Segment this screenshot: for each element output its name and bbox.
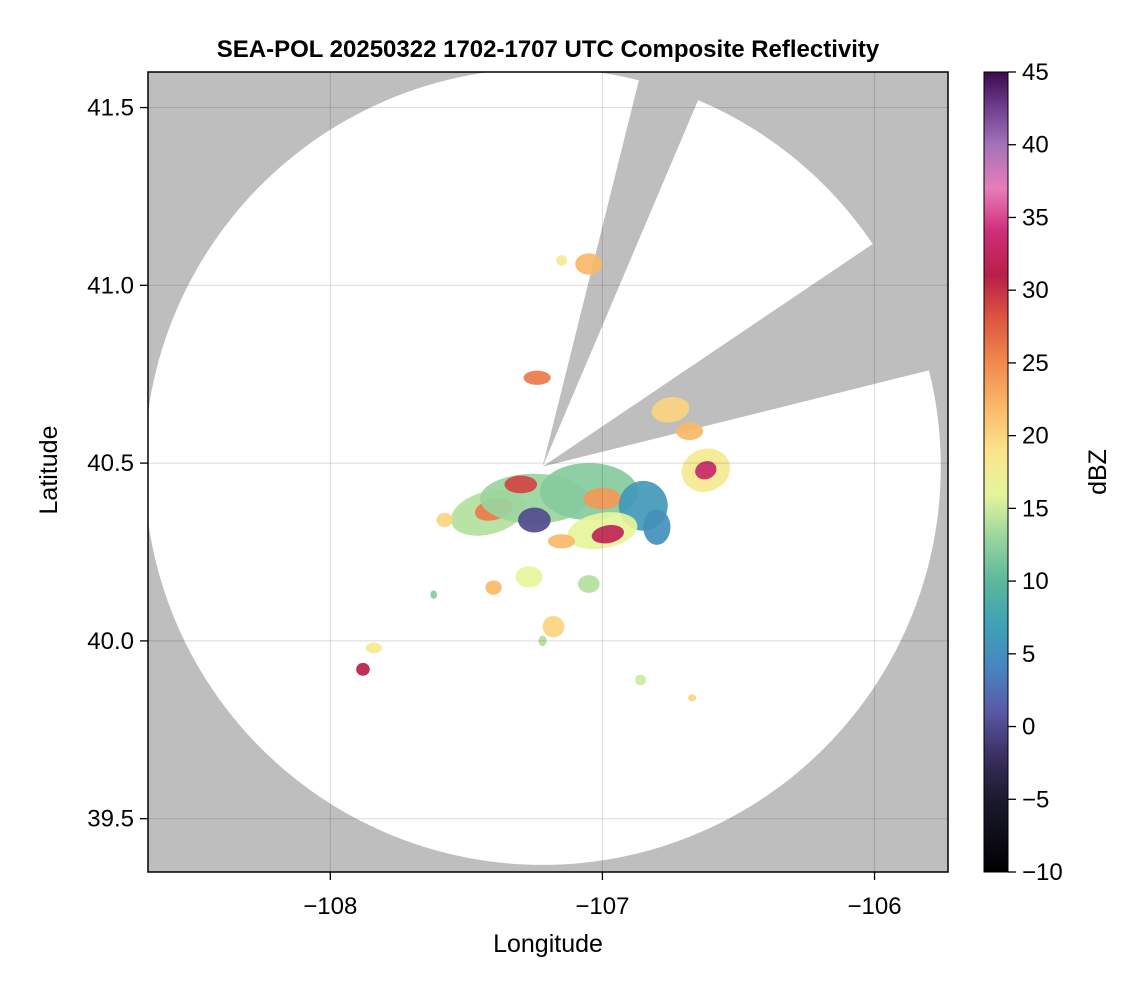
reflectivity-cell xyxy=(556,255,568,266)
reflectivity-cell xyxy=(548,534,576,549)
colorbar-tick-label: 10 xyxy=(1022,568,1049,595)
x-axis-ticks: −108 −107 −106 xyxy=(303,872,902,920)
reflectivity-cell xyxy=(436,512,453,528)
colorbar-ticks: −10 −5 0 5 10 15 20 25 30 35 40 45 xyxy=(1008,59,1063,886)
reflectivity-cell xyxy=(504,475,538,494)
reflectivity-layer xyxy=(356,253,730,702)
colorbar-tick-label: 20 xyxy=(1022,423,1049,450)
colorbar-tick-label: 25 xyxy=(1022,350,1049,377)
chart-title: SEA-POL 20250322 1702-1707 UTC Composite… xyxy=(217,36,880,63)
y-tick-label: 41.5 xyxy=(87,95,134,122)
grid-lines xyxy=(148,72,948,872)
y-tick-label: 41.0 xyxy=(87,272,134,299)
x-tick-label: −107 xyxy=(575,893,629,920)
colorbar-tick-label: −10 xyxy=(1022,859,1063,886)
reflectivity-cell xyxy=(635,674,646,686)
reflectivity-cell xyxy=(695,461,717,480)
reflectivity-cell xyxy=(583,488,622,510)
reflectivity-cell xyxy=(356,662,370,676)
reflectivity-cell xyxy=(577,575,600,593)
reflectivity-cell xyxy=(538,635,547,647)
colorbar: −10 −5 0 5 10 15 20 25 30 35 40 45 dBZ xyxy=(983,59,1112,886)
y-axis-ticks: 39.5 40.0 40.5 41.0 41.5 xyxy=(87,95,148,833)
colorbar-tick-label: 40 xyxy=(1022,132,1049,159)
y-axis-label: Latitude xyxy=(35,426,63,515)
plot-frame xyxy=(147,71,949,873)
reflectivity-cell xyxy=(430,590,437,599)
plot-area xyxy=(148,72,948,872)
reflectivity-cell xyxy=(523,370,551,385)
colorbar-tick-label: 15 xyxy=(1022,495,1049,522)
y-tick-label: 39.5 xyxy=(87,806,134,833)
radar-coverage-area xyxy=(148,72,941,865)
colorbar-label: dBZ xyxy=(1084,449,1112,495)
reflectivity-cell xyxy=(688,694,697,702)
reflectivity-cell xyxy=(518,507,551,533)
colorbar-gradient xyxy=(983,71,1009,873)
colorbar-tick-label: 45 xyxy=(1022,59,1049,86)
reflectivity-cell xyxy=(651,397,690,423)
y-tick-label: 40.5 xyxy=(87,450,134,477)
colorbar-tick-label: −5 xyxy=(1022,786,1049,813)
colorbar-tick-label: 5 xyxy=(1022,641,1035,668)
reflectivity-cell xyxy=(365,642,383,654)
reflectivity-cell xyxy=(485,580,502,595)
colorbar-tick-label: 30 xyxy=(1022,277,1049,304)
reflectivity-cell xyxy=(591,525,625,544)
colorbar-tick-label: 35 xyxy=(1022,204,1049,231)
x-axis-label: Longitude xyxy=(493,930,603,958)
y-tick-label: 40.0 xyxy=(87,628,134,655)
colorbar-tick-label: 0 xyxy=(1022,714,1035,741)
reflectivity-cell xyxy=(575,253,603,275)
reflectivity-cell xyxy=(643,509,671,545)
reflectivity-cell xyxy=(542,616,565,638)
reflectivity-cell xyxy=(515,566,543,588)
reflectivity-cell xyxy=(675,422,704,440)
x-tick-label: −106 xyxy=(847,893,901,920)
x-tick-label: −108 xyxy=(303,893,357,920)
